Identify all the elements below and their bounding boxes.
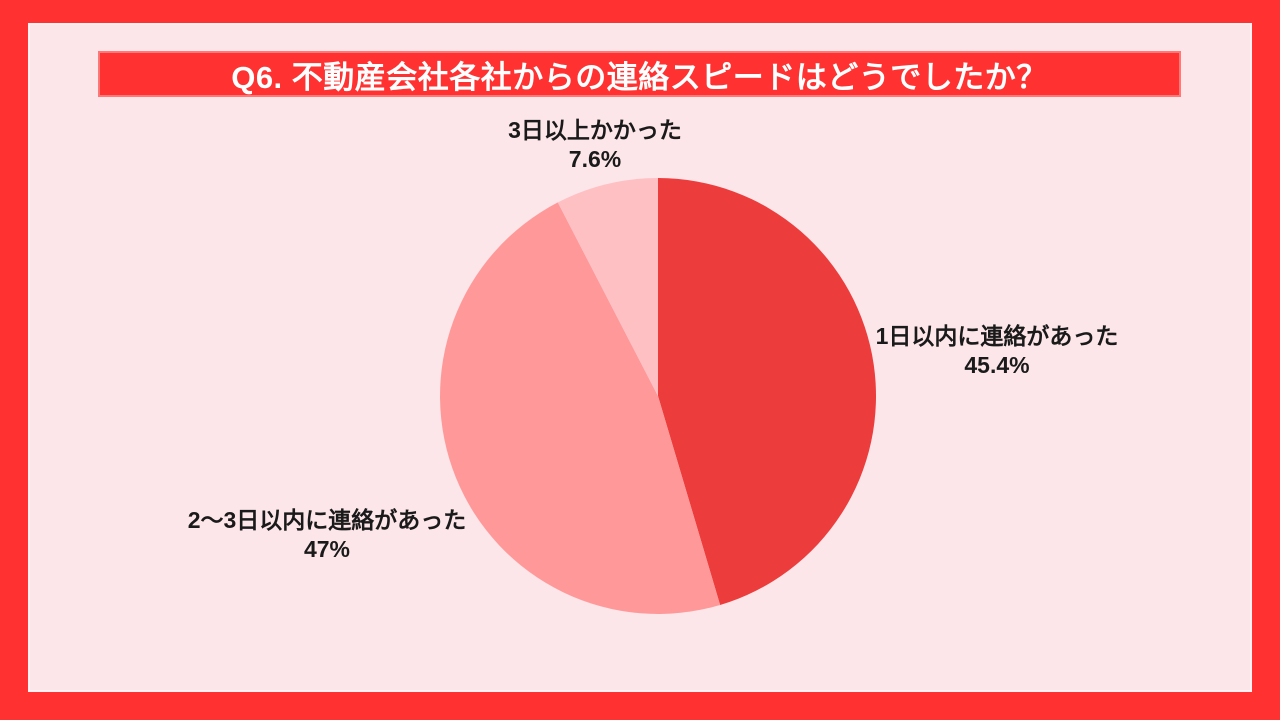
- slice-label-within-2-3-days: 2〜3日以内に連絡があった 47%: [127, 506, 527, 564]
- slice-percent: 47%: [303, 536, 351, 562]
- slice-label-within-1-day: 1日以内に連絡があった 45.4%: [797, 322, 1197, 380]
- slice-label-text: 3日以上かかった: [508, 117, 682, 143]
- slice-percent: 45.4%: [964, 352, 1030, 378]
- question-title: Q6. 不動産会社各社からの連絡スピードはどうでしたか？: [231, 59, 1048, 95]
- slice-percent: 7.6%: [568, 146, 622, 172]
- chart-panel: Q6. 不動産会社各社からの連絡スピードはどうでしたか？ 3日以上かかった 7.…: [28, 23, 1252, 692]
- slice-label-text: 1日以内に連絡があった: [875, 323, 1119, 349]
- question-title-banner: Q6. 不動産会社各社からの連絡スピードはどうでしたか？: [98, 51, 1181, 97]
- pie-slice: [658, 178, 876, 605]
- pie-slice: [557, 178, 658, 396]
- pie-slice: [440, 202, 721, 614]
- pie-chart: [440, 178, 876, 614]
- slice-label-text: 2〜3日以内に連絡があった: [187, 507, 467, 533]
- slice-label-3-days-or-more: 3日以上かかった 7.6%: [395, 116, 795, 174]
